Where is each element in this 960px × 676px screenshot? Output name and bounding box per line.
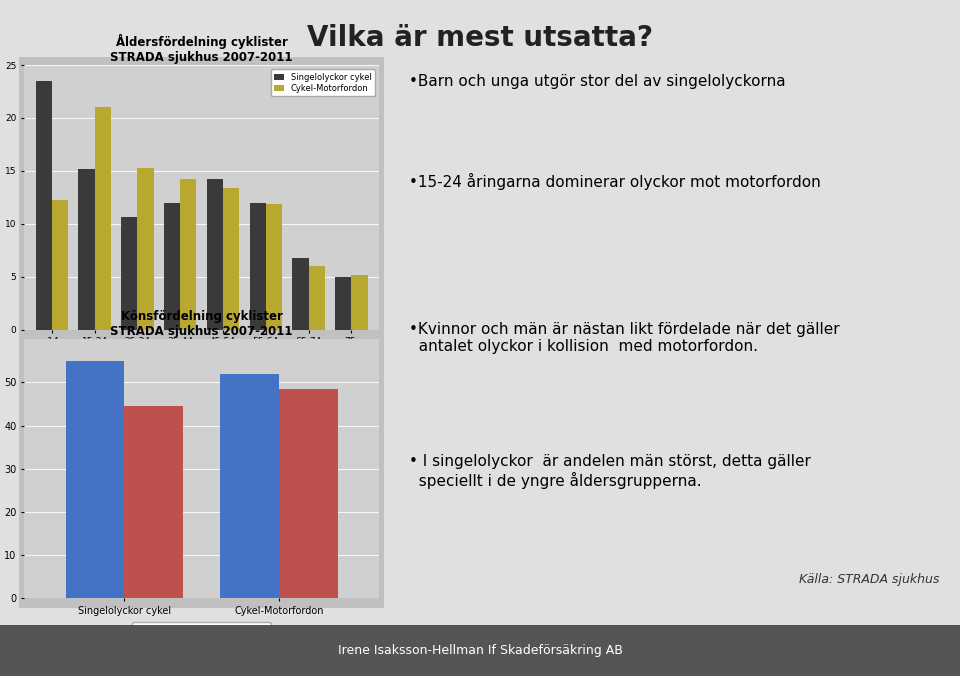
Bar xyxy=(220,374,278,598)
Bar xyxy=(95,107,110,329)
Text: •Kvinnor och män är nästan likt fördelade när det gäller
  antalet olyckor i kol: •Kvinnor och män är nästan likt fördelad… xyxy=(409,322,839,354)
Bar xyxy=(250,203,266,329)
Text: •15-24 åringarna dominerar olyckor mot motorfordon: •15-24 åringarna dominerar olyckor mot m… xyxy=(409,173,821,190)
Text: Irene Isaksson-Hellman If Skadeförsäkring AB: Irene Isaksson-Hellman If Skadeförsäkrin… xyxy=(338,644,622,657)
Legend: Män, Kvinnor: Män, Kvinnor xyxy=(132,622,272,640)
Bar xyxy=(335,276,351,329)
Bar xyxy=(137,168,154,329)
Text: Källa: STRADA sjukhus: Källa: STRADA sjukhus xyxy=(799,573,940,586)
Bar xyxy=(36,81,52,329)
Legend: Singelolyckor cykel, Cykel-Motorfordon: Singelolyckor cykel, Cykel-Motorfordon xyxy=(271,69,375,97)
Bar xyxy=(223,188,239,329)
Bar xyxy=(351,274,368,329)
Bar xyxy=(180,179,197,329)
Bar xyxy=(266,203,282,329)
Text: Vilka är mest utsatta?: Vilka är mest utsatta? xyxy=(307,24,653,51)
Bar xyxy=(164,203,180,329)
Bar xyxy=(308,266,324,329)
Bar xyxy=(278,389,338,598)
Text: • I singelolyckor  är andelen män störst, detta gäller
  speciellt i de yngre ål: • I singelolyckor är andelen män störst,… xyxy=(409,454,810,489)
Title: Könsfördelning cyklister
STRADA sjukhus 2007-2011: Könsfördelning cyklister STRADA sjukhus … xyxy=(110,310,293,338)
Bar xyxy=(293,258,308,329)
Bar xyxy=(121,218,137,329)
Bar xyxy=(79,169,95,329)
Text: •Barn och unga utgör stor del av singelolyckorna: •Barn och unga utgör stor del av singelo… xyxy=(409,74,785,89)
X-axis label: Ålder: Ålder xyxy=(187,349,216,359)
Bar xyxy=(125,406,183,598)
Bar xyxy=(65,361,125,598)
Bar xyxy=(206,179,223,329)
Bar xyxy=(52,201,68,329)
Title: Åldersfördelning cyklister
STRADA sjukhus 2007-2011: Åldersfördelning cyklister STRADA sjukhu… xyxy=(110,34,293,64)
